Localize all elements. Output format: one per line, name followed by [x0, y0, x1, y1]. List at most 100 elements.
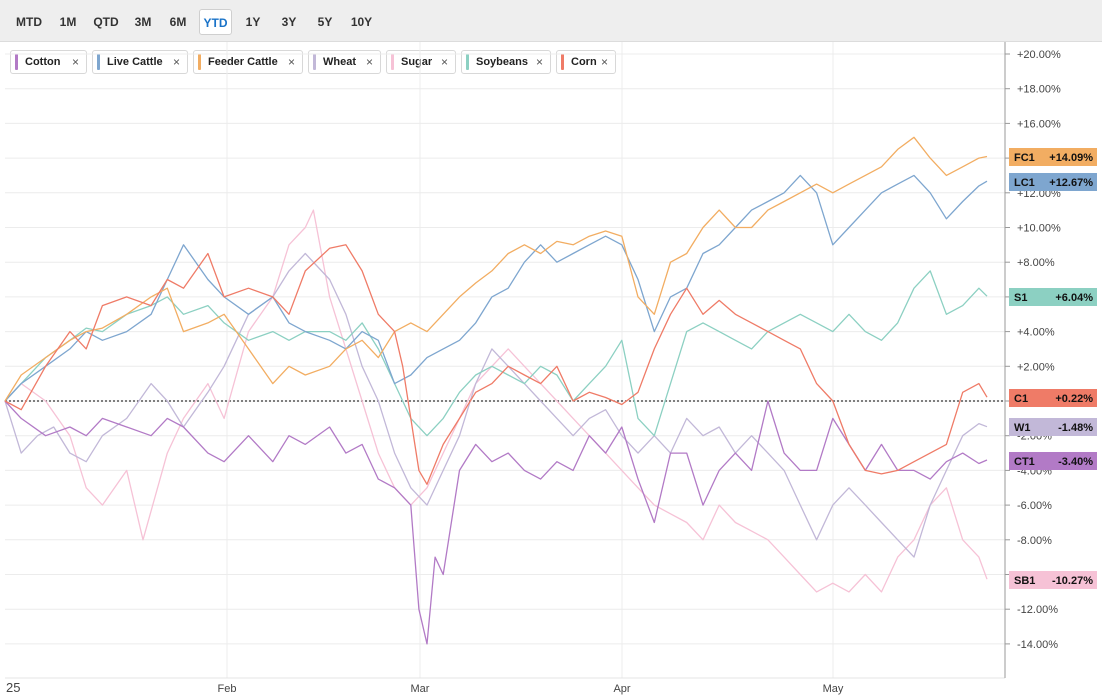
grid	[5, 42, 1005, 678]
range-button-5y[interactable]: 5Y	[317, 15, 333, 29]
end-tag-ticker: CT1	[1014, 456, 1035, 468]
legend-label: Corn	[571, 56, 597, 68]
y-tick-label: 0.00%	[1017, 396, 1048, 408]
range-button-qtd[interactable]: QTD	[93, 15, 119, 29]
end-tag-lc1: LC1 +12.67%	[1009, 173, 1097, 191]
close-icon[interactable]: ×	[172, 55, 180, 69]
end-tag-value: -3.40%	[1058, 456, 1093, 468]
close-icon[interactable]: ×	[287, 55, 295, 69]
range-button-10y[interactable]: 10Y	[350, 15, 373, 29]
end-tag-ticker: SB1	[1014, 575, 1035, 587]
y-tick-label: +20.00%	[1017, 49, 1061, 61]
end-tag-fc1: FC1 +14.09%	[1009, 148, 1097, 166]
x-axis: 25 Feb Mar Apr May	[5, 677, 1005, 695]
legend-swatch	[313, 54, 316, 70]
legend-swatch	[466, 54, 469, 70]
close-icon[interactable]: ×	[600, 55, 608, 69]
legend-swatch	[15, 54, 18, 70]
end-tag-ticker: LC1	[1014, 177, 1035, 189]
legend-swatch	[97, 54, 100, 70]
x-tick-label: Feb	[218, 683, 237, 695]
end-tag-bg	[1009, 418, 1097, 436]
close-icon[interactable]: ×	[365, 55, 373, 69]
end-tag-bg	[1009, 288, 1097, 306]
y-axis: +20.00% +18.00% +16.00% +14.00% +12.00% +10.0…	[1004, 42, 1061, 678]
y-tick-label: +18.00%	[1017, 84, 1061, 96]
y-tick-label: -8.00%	[1017, 535, 1052, 547]
legend-chip-corn[interactable]: Corn ×	[556, 50, 616, 74]
end-tag-value: +14.09%	[1049, 152, 1093, 164]
end-tag-bg	[1009, 173, 1097, 191]
end-tag-w1: W1 -1.48%	[1009, 418, 1097, 436]
end-tag-bg	[1009, 389, 1097, 407]
y-tick-label: +12.00%	[1017, 188, 1061, 200]
legend-chip-wheat[interactable]: Wheat ×	[308, 50, 381, 74]
end-tag-sb1: SB1 -10.27%	[1009, 571, 1097, 589]
range-button-ytd[interactable]: YTD	[199, 9, 232, 35]
close-icon[interactable]: ×	[71, 55, 79, 69]
y-tick-label: +10.00%	[1017, 223, 1061, 235]
legend-label: Sugar	[401, 56, 433, 68]
legend-chip-feeder-cattle[interactable]: Feeder Cattle ×	[193, 50, 303, 74]
range-button-1y[interactable]: 1Y	[245, 15, 261, 29]
end-tag-bg	[1009, 148, 1097, 166]
end-tag-value: +6.04%	[1055, 292, 1093, 304]
end-tag-ticker: W1	[1014, 422, 1031, 434]
legend-swatch	[561, 54, 564, 70]
series-line-soybeans	[4, 270, 988, 437]
end-tag-s1: S1 +6.04%	[1009, 288, 1097, 306]
end-tag-value: -10.27%	[1052, 575, 1093, 587]
legend-label: Soybeans	[476, 56, 528, 68]
series-end-tags: C1 +0.22% FC1 +14.09% LC1 +12.67% S1 +6.04% W1 -1…	[1009, 148, 1097, 589]
y-tick-label: +14.00%	[1017, 153, 1061, 165]
legend-label: Live Cattle	[107, 56, 163, 68]
y-tick-label: +8.00%	[1017, 257, 1055, 269]
end-tag-ticker: C1	[1014, 393, 1028, 405]
range-button-3y[interactable]: 3Y	[281, 15, 297, 29]
y-tick-label: +2.00%	[1017, 361, 1055, 373]
legend-chip-sugar[interactable]: Sugar ×	[386, 50, 456, 74]
series-line-feeder-cattle	[4, 136, 988, 402]
series-lines	[4, 136, 988, 645]
range-button-3m[interactable]: 3M	[134, 15, 152, 29]
legend-chip-cotton[interactable]: Cotton ×	[10, 50, 87, 74]
series-line-corn	[4, 244, 988, 485]
y-tick-label: -10.00%	[1017, 570, 1058, 582]
range-button-1m[interactable]: 1M	[59, 15, 77, 29]
range-button-mtd[interactable]: MTD	[16, 15, 42, 29]
y-tick-label: -12.00%	[1017, 604, 1058, 616]
close-icon[interactable]: ×	[535, 55, 543, 69]
x-tick-label: May	[823, 683, 844, 695]
end-tag-value: +0.22%	[1055, 393, 1093, 405]
y-tick-label: +6.00%	[1017, 292, 1055, 304]
series-line-live-cattle	[4, 174, 988, 402]
legend-chip-soybeans[interactable]: Soybeans ×	[461, 50, 551, 74]
y-tick-label: -6.00%	[1017, 500, 1052, 512]
x-tick-label: 25	[6, 680, 20, 695]
end-tag-ticker: FC1	[1014, 152, 1035, 164]
legend-swatch	[391, 54, 394, 70]
y-tick-label: -2.00%	[1017, 431, 1052, 443]
series-line-wheat	[4, 252, 988, 558]
legend-label: Feeder Cattle	[208, 56, 278, 68]
range-toolbar: MTD 1M QTD 3M 6M YTD 1Y 3Y 5Y 10Y	[0, 0, 1102, 42]
series-line-sugar	[4, 209, 988, 593]
close-icon[interactable]: ×	[440, 55, 448, 69]
legend-label: Cotton	[25, 56, 61, 68]
series-line-cotton	[4, 400, 988, 645]
end-tag-ticker: S1	[1014, 292, 1027, 304]
legend-label: Wheat	[323, 56, 356, 68]
x-tick-label: Mar	[411, 683, 430, 695]
legend-chip-live-cattle[interactable]: Live Cattle ×	[92, 50, 188, 74]
y-tick-label: -4.00%	[1017, 465, 1052, 477]
y-tick-label: +4.00%	[1017, 327, 1055, 339]
y-tick-label: -14.00%	[1017, 639, 1058, 651]
end-tag-bg	[1009, 452, 1097, 470]
end-tag-bg	[1009, 571, 1097, 589]
end-tag-c1: C1 +0.22%	[1009, 389, 1097, 407]
range-button-6m[interactable]: 6M	[169, 15, 187, 29]
x-tick-label: Apr	[613, 683, 630, 695]
end-tag-value: +12.67%	[1049, 177, 1093, 189]
legend-swatch	[198, 54, 201, 70]
